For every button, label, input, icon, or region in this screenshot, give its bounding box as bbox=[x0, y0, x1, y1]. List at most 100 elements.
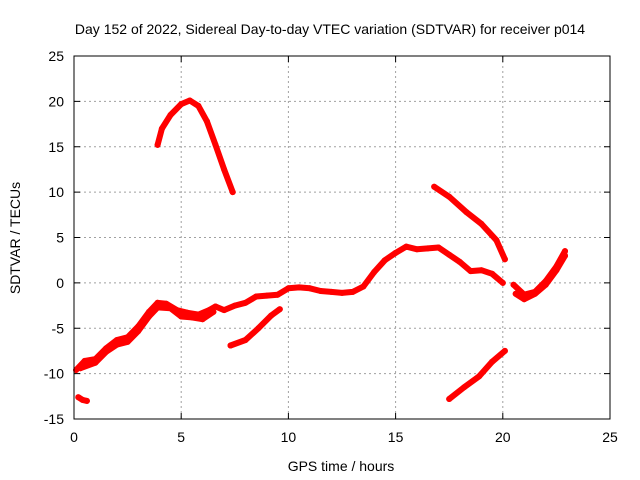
series-arc-2 bbox=[73, 243, 506, 373]
y-tick-label: 5 bbox=[56, 230, 64, 246]
x-tick-label: 15 bbox=[388, 429, 404, 445]
data-point bbox=[178, 313, 185, 320]
data-point bbox=[478, 220, 485, 227]
x-tick-label: 5 bbox=[177, 429, 185, 445]
series-arc-4 bbox=[154, 97, 236, 196]
data-point bbox=[424, 245, 431, 252]
data-point bbox=[221, 307, 228, 314]
data-point bbox=[431, 183, 438, 190]
data-point bbox=[188, 314, 195, 321]
data-point bbox=[229, 189, 236, 196]
plot-frame bbox=[73, 55, 611, 420]
data-point bbox=[154, 141, 161, 148]
data-point bbox=[456, 259, 463, 265]
data-point bbox=[467, 268, 474, 275]
data-point bbox=[285, 285, 292, 292]
data-point bbox=[499, 279, 506, 286]
data-point bbox=[521, 296, 528, 303]
data-point bbox=[296, 284, 303, 291]
data-point bbox=[328, 288, 335, 295]
data-point bbox=[167, 305, 174, 312]
y-tick-label: 25 bbox=[48, 48, 64, 64]
data-point bbox=[264, 292, 270, 299]
data-point bbox=[489, 270, 496, 277]
data-point bbox=[512, 290, 519, 297]
data-point bbox=[461, 384, 468, 391]
data-point bbox=[75, 394, 82, 401]
data-point bbox=[92, 359, 99, 366]
data-point bbox=[231, 302, 238, 309]
data-point bbox=[203, 118, 210, 125]
series-arc-6 bbox=[431, 183, 508, 263]
data-point bbox=[83, 397, 90, 404]
data-point bbox=[253, 293, 260, 300]
data-point bbox=[113, 341, 120, 348]
data-point bbox=[510, 281, 517, 288]
data-point bbox=[146, 313, 152, 320]
data-point bbox=[392, 249, 399, 256]
data-point bbox=[446, 396, 453, 402]
data-point bbox=[463, 209, 470, 216]
data-point bbox=[403, 243, 410, 250]
data-point bbox=[553, 267, 560, 274]
data-point bbox=[195, 102, 202, 109]
data-point bbox=[210, 308, 217, 315]
data-point bbox=[562, 252, 568, 259]
data-point bbox=[317, 288, 324, 294]
data-point bbox=[227, 342, 234, 349]
data-point bbox=[542, 281, 549, 288]
data-point bbox=[154, 299, 161, 306]
data-point bbox=[242, 299, 249, 306]
y-tick-label: -15 bbox=[44, 411, 64, 427]
x-axis-label: GPS time / hours bbox=[288, 458, 395, 474]
x-tick-label: 10 bbox=[281, 429, 297, 445]
y-tick-label: 20 bbox=[48, 93, 64, 109]
data-point bbox=[158, 125, 165, 132]
data-point bbox=[81, 357, 88, 364]
y-axis-label: SDTVAR / TECUs bbox=[7, 182, 23, 294]
data-point bbox=[103, 348, 110, 355]
data-point bbox=[435, 244, 442, 251]
data-point bbox=[268, 312, 275, 319]
data-point bbox=[178, 101, 185, 108]
data-point bbox=[371, 269, 378, 275]
data-point bbox=[446, 251, 453, 258]
data-point bbox=[242, 337, 249, 343]
data-point bbox=[501, 347, 508, 354]
y-tick-label: 0 bbox=[56, 275, 64, 291]
data-point bbox=[276, 306, 283, 313]
data-point bbox=[255, 325, 262, 332]
data-point bbox=[562, 248, 568, 255]
data-point bbox=[381, 257, 388, 264]
tick-layer: 0 5 10 15 20 25 -15 -10 -5 0 5 10 15 20 25 bbox=[44, 48, 618, 445]
chart-title: Day 152 of 2022, Sidereal Day-to-day VTE… bbox=[75, 21, 585, 37]
data-point bbox=[414, 246, 420, 253]
data-point bbox=[199, 316, 206, 323]
data-point bbox=[489, 358, 496, 365]
data-point bbox=[478, 267, 485, 274]
data-point bbox=[306, 285, 313, 292]
data-point bbox=[349, 288, 356, 295]
data-point bbox=[532, 290, 538, 297]
y-tick-label: -5 bbox=[52, 320, 65, 336]
data-point bbox=[77, 365, 84, 372]
y-tick-label: -10 bbox=[44, 366, 64, 382]
data-point bbox=[135, 328, 142, 334]
x-tick-label: 0 bbox=[70, 429, 78, 445]
data-point bbox=[339, 289, 345, 296]
data-point bbox=[154, 304, 161, 311]
data-point bbox=[212, 303, 219, 310]
data-point bbox=[360, 283, 367, 290]
data-point bbox=[501, 256, 508, 263]
data-point bbox=[221, 166, 228, 173]
x-tick-label: 20 bbox=[495, 429, 511, 445]
data-point bbox=[167, 112, 174, 118]
y-tick-label: 15 bbox=[48, 139, 64, 155]
data-point bbox=[274, 291, 281, 298]
data-point bbox=[124, 338, 131, 345]
series-layer bbox=[73, 97, 568, 404]
data-point bbox=[446, 193, 453, 200]
data-point bbox=[476, 373, 483, 380]
y-tick-label: 10 bbox=[48, 184, 64, 200]
